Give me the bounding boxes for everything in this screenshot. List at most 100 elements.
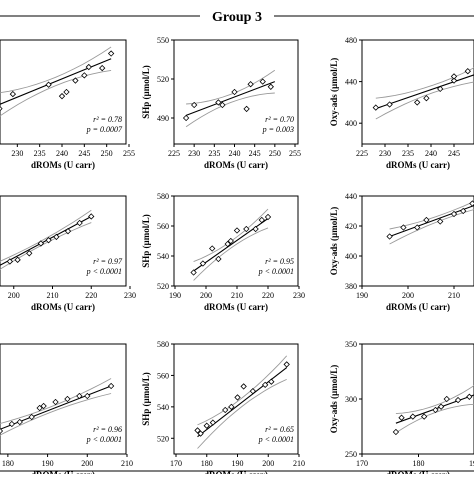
data-point: [414, 99, 421, 106]
x-tick-label: 200: [402, 291, 414, 300]
x-tick-label: 190: [469, 459, 474, 468]
confidence-band-upper: [0, 46, 112, 94]
confidence-band-upper: [375, 67, 474, 99]
data-point: [36, 404, 43, 412]
panel-8: r² = 0.65p < 0.0001170180190200210dROMs …: [141, 340, 305, 479]
data-point: [262, 381, 269, 389]
data-point: [234, 394, 241, 401]
x-tick-label: 210: [293, 459, 305, 468]
data-point: [81, 72, 88, 79]
x-tick-label: 190: [169, 291, 181, 300]
x-tick-label: 180: [201, 459, 213, 468]
confidence-band-lower: [193, 227, 269, 281]
p-value-label: p = 0.003: [262, 125, 294, 134]
data-point: [466, 393, 473, 400]
x-tick-label: 245: [448, 149, 460, 158]
x-tick-label: 255: [123, 149, 135, 158]
x-tick-label: 250: [101, 149, 113, 158]
x-axis-label: dROMs (U carr): [31, 302, 95, 312]
data-point: [0, 106, 3, 112]
data-point: [28, 413, 35, 421]
x-tick-label: 240: [425, 149, 437, 158]
data-point: [437, 85, 444, 93]
x-tick-label: 190: [232, 459, 244, 468]
data-point: [9, 90, 17, 98]
y-tick-label: 350: [345, 340, 357, 349]
data-point: [233, 227, 241, 234]
data-point: [40, 402, 47, 410]
y-tick-label: 580: [157, 192, 169, 201]
data-point: [460, 207, 467, 215]
plot-frame: [0, 343, 127, 455]
y-tick-label: 580: [157, 340, 169, 349]
x-tick-label: 230: [11, 149, 23, 158]
panel-6: 190 200 210 dROMs (U carr) 440 420 400 380 Oxy-a…: [329, 192, 474, 312]
y-tick-label: 520: [157, 434, 169, 443]
data-point: [372, 104, 379, 111]
x-tick-label: 230: [188, 149, 200, 158]
data-point: [8, 420, 15, 428]
plot-area: [194, 355, 290, 449]
regression-line: [0, 385, 112, 430]
y-tick-label: 480: [345, 36, 357, 45]
data-point: [437, 218, 444, 225]
data-point: [64, 228, 72, 235]
data-point: [259, 78, 266, 85]
data-point: [76, 219, 83, 227]
regression-line: [185, 81, 276, 116]
data-point: [26, 250, 33, 257]
y-axis-label: Oxy-ads (µmol/L): [329, 207, 339, 275]
y-axis-label: SHp (µmol/L): [141, 372, 151, 425]
data-point: [85, 63, 92, 71]
confidence-band-upper: [197, 355, 288, 426]
data-point: [268, 378, 275, 385]
x-tick-label: 250: [269, 149, 281, 158]
data-point: [58, 92, 66, 100]
panel-2: r² = 0.70p = 0.003 225 230 235 240 245 250 255 d…: [141, 36, 301, 170]
x-tick-label: 240: [56, 149, 68, 158]
r-squared-label: r² = 0.96: [93, 425, 122, 434]
data-point: [264, 213, 272, 221]
regression-line: [0, 215, 92, 266]
plot-area: [386, 200, 474, 245]
data-point: [400, 224, 407, 231]
plot-area: [182, 69, 276, 128]
data-point: [227, 237, 234, 245]
data-point: [53, 233, 60, 241]
y-tick-label: 250: [345, 450, 357, 459]
data-point: [432, 406, 439, 414]
y-tick-label: 560: [157, 371, 169, 380]
x-tick-label: 220: [262, 291, 274, 300]
x-tick-label: 170: [170, 459, 182, 468]
regression-line: [375, 74, 474, 110]
p-value-label: p = 0.0007: [86, 125, 123, 134]
panel-1: r² = 0.78p = 0.0007 230 235 240 245 250 255 dRO…: [0, 39, 135, 170]
y-axis-label: SHp (µmol/L): [141, 65, 151, 118]
data-point: [215, 99, 222, 106]
data-point: [37, 240, 45, 247]
data-point: [0, 427, 4, 435]
confidence-band-upper: [0, 378, 112, 424]
panel-4: r² = 0.97p < 0.0001 200 210 220 230 dROMs (U …: [0, 195, 136, 312]
regression-line: [0, 58, 112, 105]
x-axis-label: dROMs (U carr): [204, 302, 268, 312]
data-point: [52, 398, 59, 406]
y-tick-label: 440: [345, 78, 357, 87]
data-point: [45, 81, 52, 88]
data-point: [228, 403, 235, 411]
y-axis-label: Oxy-ads (µmol/L): [329, 365, 339, 433]
data-point: [423, 216, 430, 224]
data-point: [88, 213, 95, 220]
data-point: [209, 245, 216, 252]
r-squared-label: r² = 0.95: [265, 257, 294, 266]
data-point: [84, 392, 91, 400]
y-tick-label: 520: [157, 75, 169, 84]
confidence-band-upper: [395, 385, 474, 415]
panel-7: r² = 0.96p < 0.0001180190200210dROMs (U …: [0, 343, 133, 479]
data-point: [191, 101, 198, 109]
r-squared-label: r² = 0.78: [93, 115, 122, 124]
plot-area: [392, 385, 474, 436]
data-point: [107, 50, 115, 57]
x-tick-label: 180: [2, 459, 14, 468]
data-point: [72, 77, 79, 84]
